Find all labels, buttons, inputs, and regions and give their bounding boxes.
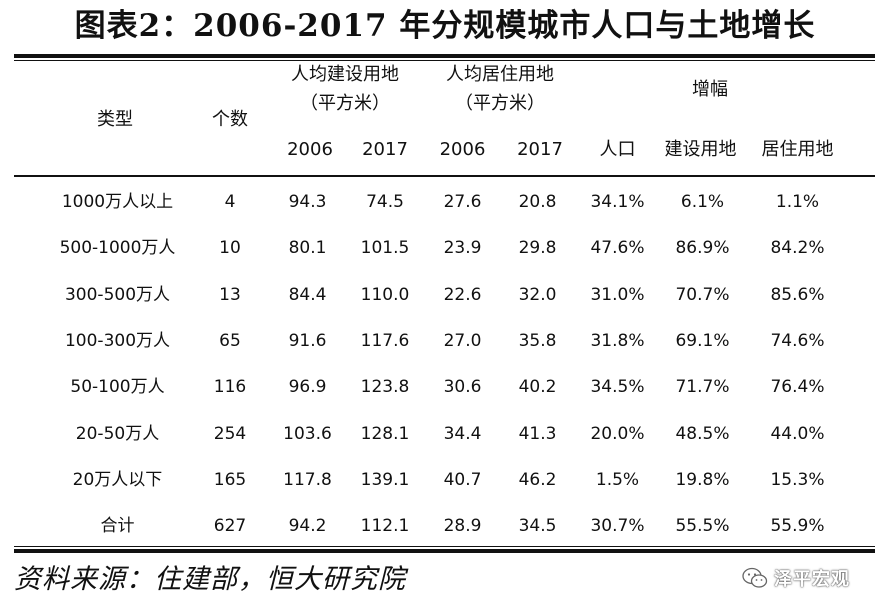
cell-residential-growth: 15.3%	[770, 470, 825, 490]
cell-construction-2006: 91.6	[288, 331, 327, 351]
cell-residential-growth: 55.9%	[770, 516, 825, 536]
header-year-2017-construction: 2017	[362, 139, 408, 160]
watermark: 泽平宏观	[742, 563, 850, 593]
cell-count: 254	[213, 424, 247, 444]
cell-construction-growth: 19.8%	[675, 470, 730, 490]
cell-count: 65	[219, 331, 241, 351]
cell-residential-growth: 84.2%	[770, 238, 825, 258]
cell-population-growth: 1.5%	[595, 470, 640, 490]
cell-residential-2006: 28.9	[443, 516, 482, 536]
header-type: 类型	[97, 109, 133, 130]
cell-construction-2006: 84.4	[288, 285, 327, 305]
header-construction-line2: （平方米）	[300, 93, 390, 114]
cell-residential-growth: 44.0%	[770, 424, 825, 444]
cell-population-growth: 34.5%	[590, 377, 645, 397]
cell-construction-growth: 69.1%	[675, 331, 730, 351]
cell-residential-growth: 85.6%	[770, 285, 825, 305]
top-rule-thick	[14, 54, 875, 58]
bottom-rule-thick	[14, 549, 875, 553]
cell-construction-2017: 123.8	[360, 377, 410, 397]
watermark-text: 泽平宏观	[774, 569, 850, 590]
cell-construction-2006: 94.2	[288, 516, 327, 536]
cell-construction-2006: 80.1	[288, 238, 327, 258]
cell-residential-2017: 32.0	[518, 285, 557, 305]
cell-construction-2017: 112.1	[360, 516, 410, 536]
cell-residential-growth: 74.6%	[770, 331, 825, 351]
cell-construction-growth: 48.5%	[675, 424, 730, 444]
cell-residential-2017: 41.3	[518, 424, 557, 444]
cell-construction-growth: 70.7%	[675, 285, 730, 305]
header-rule	[14, 175, 875, 177]
cell-construction-2017: 128.1	[360, 424, 410, 444]
cell-construction-2006: 96.9	[288, 377, 327, 397]
header-year-2006-residential: 2006	[439, 139, 486, 160]
cell-construction-2017: 74.5	[366, 192, 404, 212]
cell-count: 4	[224, 192, 236, 212]
cell-count: 13	[219, 285, 241, 305]
cell-type: 100-300万人	[64, 331, 171, 351]
cell-construction-2006: 94.3	[288, 192, 327, 212]
cell-population-growth: 47.6%	[590, 238, 645, 258]
cell-residential-2006: 22.6	[443, 285, 482, 305]
header-year-2006-construction: 2006	[287, 139, 333, 160]
header-residential-line2: （平方米）	[455, 93, 545, 114]
wechat-icon	[742, 567, 768, 588]
bottom-rule-thin	[14, 546, 875, 547]
cell-residential-2017: 29.8	[518, 238, 557, 258]
header-construction-line1: 人均建设用地	[291, 64, 399, 85]
cell-population-growth: 31.8%	[590, 331, 645, 351]
header-count: 个数	[212, 109, 248, 130]
cell-population-growth: 34.1%	[590, 192, 645, 212]
cell-construction-2017: 101.5	[360, 238, 410, 258]
cell-count: 10	[219, 238, 241, 258]
cell-construction-2006: 103.6	[283, 424, 332, 444]
cell-type: 300-500万人	[64, 285, 171, 305]
table-title: 图表2：2006-2017 年分规模城市人口与土地增长	[74, 8, 816, 44]
cell-construction-growth: 6.1%	[680, 192, 725, 212]
cell-population-growth: 30.7%	[590, 516, 645, 536]
cell-residential-growth: 76.4%	[770, 377, 825, 397]
header-growth: 增幅	[692, 79, 728, 100]
cell-residential-2006: 27.6	[443, 192, 482, 212]
cell-construction-2006: 117.8	[283, 470, 332, 490]
header-residential-land: 居住用地	[761, 139, 834, 160]
cell-residential-2017: 20.8	[518, 192, 557, 212]
cell-construction-growth: 55.5%	[675, 516, 730, 536]
cell-residential-2017: 46.2	[518, 470, 557, 490]
cell-construction-growth: 86.9%	[675, 238, 730, 258]
cell-count: 165	[213, 470, 247, 490]
cell-residential-2006: 30.6	[443, 377, 482, 397]
cell-type: 20-50万人	[75, 424, 160, 444]
cell-residential-2017: 40.2	[518, 377, 557, 397]
cell-residential-2006: 27.0	[443, 331, 482, 351]
top-rule-thin	[14, 60, 875, 61]
cell-count: 116	[213, 377, 247, 397]
cell-population-growth: 31.0%	[590, 285, 645, 305]
cell-residential-2006: 34.4	[443, 424, 482, 444]
header-construction-land: 建设用地	[664, 139, 737, 160]
cell-type: 500-1000万人	[59, 238, 176, 258]
cell-residential-2006: 23.9	[443, 238, 482, 258]
header-population: 人口	[599, 139, 636, 160]
header-year-2017-residential: 2017	[517, 139, 563, 160]
cell-residential-2017: 34.5	[518, 516, 557, 536]
cell-residential-2017: 35.8	[518, 331, 557, 351]
cell-type: 1000万人以上	[61, 192, 174, 212]
source-note: 资料来源：住建部，恒大研究院	[14, 564, 406, 595]
cell-type: 50-100万人	[70, 377, 165, 397]
cell-population-growth: 20.0%	[590, 424, 645, 444]
cell-residential-growth: 1.1%	[775, 192, 820, 212]
cell-construction-2017: 117.6	[360, 331, 410, 351]
header-residential-line1: 人均居住用地	[446, 64, 554, 85]
cell-construction-2017: 139.1	[360, 470, 410, 490]
cell-type: 20万人以下	[72, 470, 163, 490]
cell-residential-2006: 40.7	[443, 470, 482, 490]
cell-construction-2017: 110.0	[360, 285, 410, 305]
cell-type: 合计	[100, 516, 135, 536]
cell-construction-growth: 71.7%	[675, 377, 730, 397]
cell-count: 627	[213, 516, 247, 536]
